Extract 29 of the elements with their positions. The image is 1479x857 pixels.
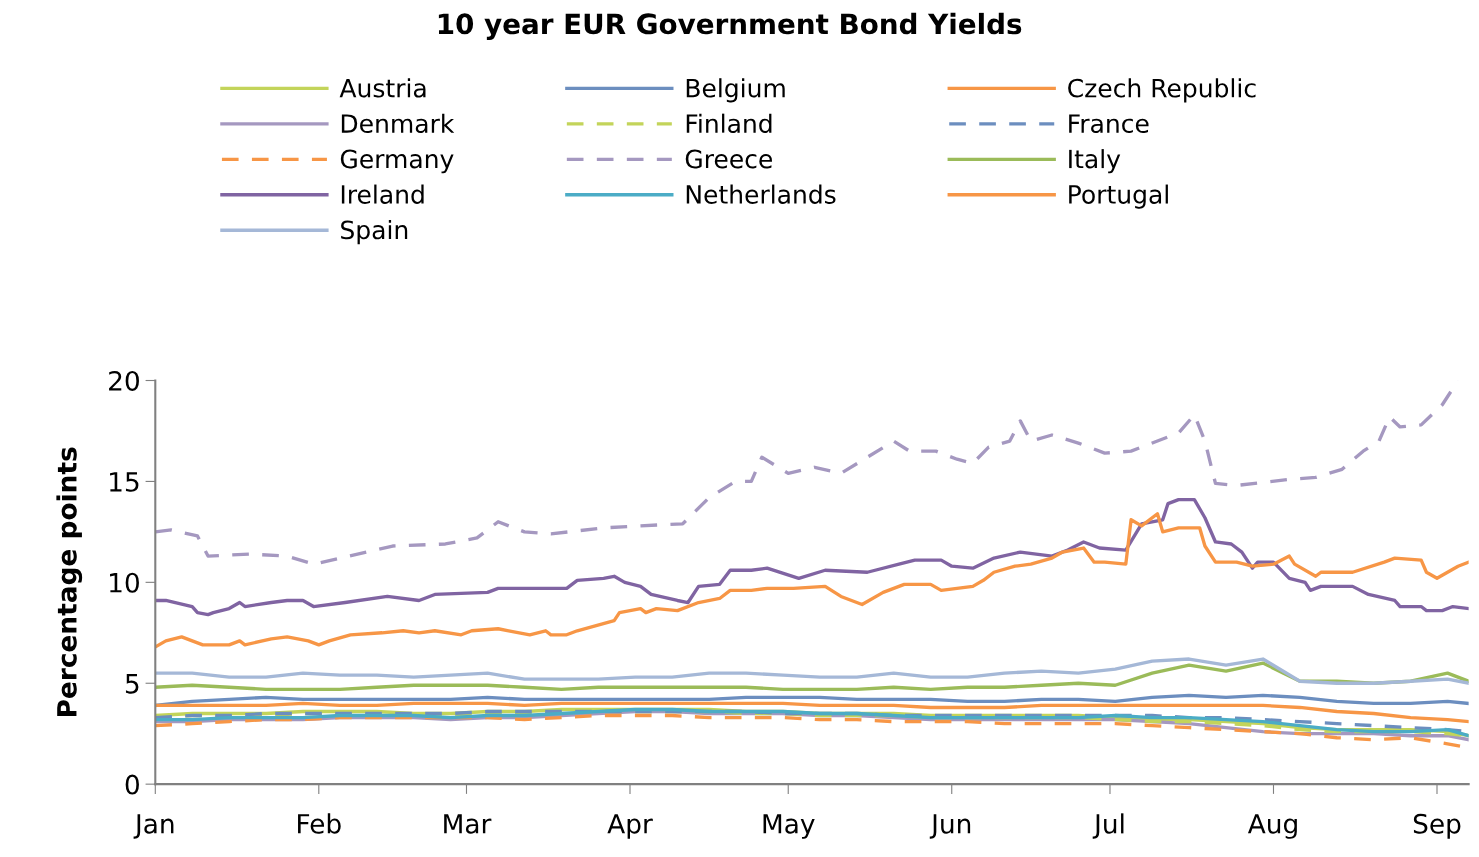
y-tick-label: 0 [125, 774, 139, 795]
legend-label: Germany [340, 149, 454, 174]
x-tick-label: Jan [133, 814, 174, 839]
legend-label: France [1069, 114, 1149, 133]
x-tick-label: Feb [298, 813, 341, 834]
legend-label: Ireland [341, 184, 424, 204]
legend-label: Netherlands [686, 184, 836, 204]
y-tick-label: 15 [110, 472, 139, 492]
y-tick-label: 10 [110, 572, 139, 593]
legend-label: Czech Republic [1068, 78, 1256, 103]
x-tick-label: Mar [444, 814, 492, 834]
y-tick-label: 5 [125, 674, 139, 694]
legend-label: Denmark [341, 113, 455, 133]
legend-label: Italy [1069, 149, 1121, 174]
x-tick-label: Aug [1247, 814, 1297, 839]
legend-label: Portugal [1069, 184, 1168, 209]
x-tick-label: Sep [1413, 813, 1461, 839]
x-tick-label: Jul [1092, 813, 1124, 839]
x-tick-label: May [763, 814, 815, 839]
legend-label: Spain [341, 219, 408, 245]
y-tick-label: 20 [109, 370, 139, 391]
legend-label: Finland [686, 113, 772, 133]
legend-label: Belgium [686, 78, 785, 103]
x-tick-label: Apr [607, 814, 653, 839]
y-axis-title: Percentage points [56, 447, 83, 716]
legend-label: Greece [685, 149, 772, 169]
x-tick-label: Jun [929, 814, 971, 839]
legend-label: Austria [339, 78, 426, 98]
chart-title: 10 year EUR Government Bond Yields [438, 12, 1022, 40]
